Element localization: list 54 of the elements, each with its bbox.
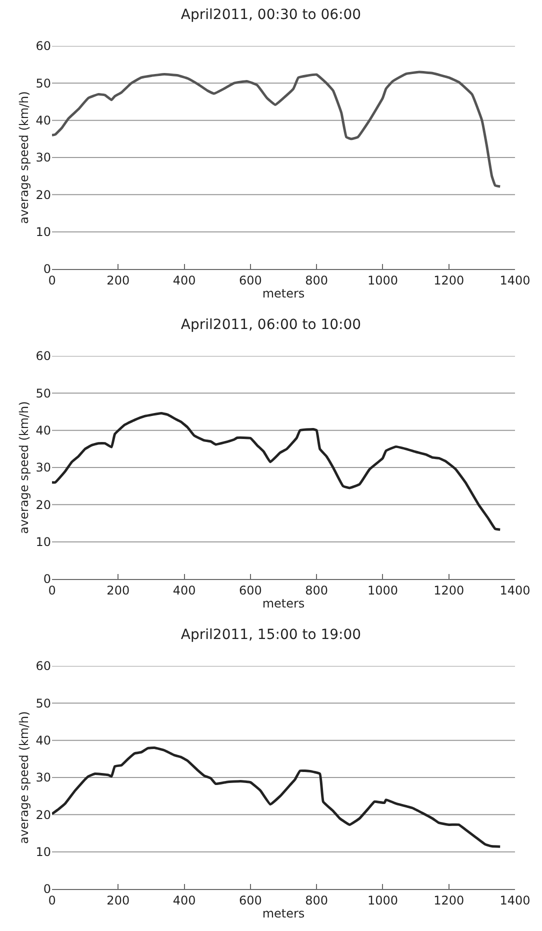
- y-tick-label: 40: [36, 424, 51, 438]
- y-tick-label: 10: [36, 845, 51, 860]
- y-tick-label: 50: [36, 386, 51, 400]
- x-tick-label: 600: [238, 893, 262, 908]
- x-tick-label: 1000: [367, 893, 398, 908]
- line-series: [52, 70, 502, 188]
- y-tick-label: 0: [43, 882, 51, 896]
- x-tick-label: 400: [172, 583, 196, 598]
- y-tick-label: 40: [36, 734, 51, 748]
- chart-title: April2011, 06:00 to 10:00: [180, 317, 362, 334]
- x-tick-label: 600: [238, 583, 262, 598]
- x-tick-label: 400: [172, 893, 196, 908]
- y-axis-title: average speed (km/h): [17, 711, 32, 844]
- x-tick-label: 1400: [500, 583, 530, 598]
- y-tick-label: 60: [36, 659, 51, 674]
- y-tick-label: 10: [36, 535, 51, 550]
- y-tick-label: 30: [36, 150, 51, 165]
- x-tick-label: 200: [106, 273, 130, 288]
- y-tick-label: 50: [36, 696, 51, 710]
- line-series: [52, 412, 502, 531]
- x-axis-title: meters: [262, 596, 305, 610]
- y-tick-label: 10: [36, 225, 51, 240]
- y-tick-label: 0: [43, 262, 51, 276]
- y-tick-label: 30: [36, 460, 51, 475]
- x-tick-label: 400: [172, 273, 196, 288]
- y-tick-label: 0: [43, 572, 51, 586]
- x-tick-label: 800: [305, 273, 328, 288]
- y-tick-label: 20: [36, 498, 51, 512]
- y-tick-label: 20: [36, 188, 51, 202]
- y-tick-label: 30: [36, 770, 51, 785]
- x-tick-label: 200: [106, 893, 130, 908]
- chart-title: April2011, 00:30 to 06:00: [180, 7, 362, 24]
- y-tick-label: 50: [36, 76, 51, 90]
- x-axis-title: meters: [262, 286, 305, 300]
- y-tick-label: 20: [36, 808, 51, 822]
- x-tick-label: 800: [305, 583, 328, 598]
- chart-title: April2011, 15:00 to 19:00: [180, 627, 362, 644]
- x-tick-label: 1400: [500, 273, 530, 288]
- x-tick-label: 1400: [500, 893, 530, 908]
- x-tick-label: 1000: [367, 583, 398, 598]
- x-axis-title: meters: [262, 906, 305, 920]
- x-tick-label: 1000: [367, 273, 398, 288]
- line-series: [52, 746, 502, 848]
- x-tick-label: 1200: [434, 893, 464, 908]
- x-tick-label: 800: [305, 893, 328, 908]
- y-tick-label: 60: [36, 349, 51, 364]
- y-axis-title: average speed (km/h): [17, 91, 32, 224]
- x-tick-label: 1200: [434, 273, 464, 288]
- x-tick-label: 1200: [434, 583, 464, 598]
- y-axis-title: average speed (km/h): [17, 401, 32, 534]
- x-tick-label: 600: [238, 273, 262, 288]
- y-tick-label: 40: [36, 114, 51, 128]
- y-tick-label: 60: [36, 39, 51, 54]
- x-tick-label: 200: [106, 583, 130, 598]
